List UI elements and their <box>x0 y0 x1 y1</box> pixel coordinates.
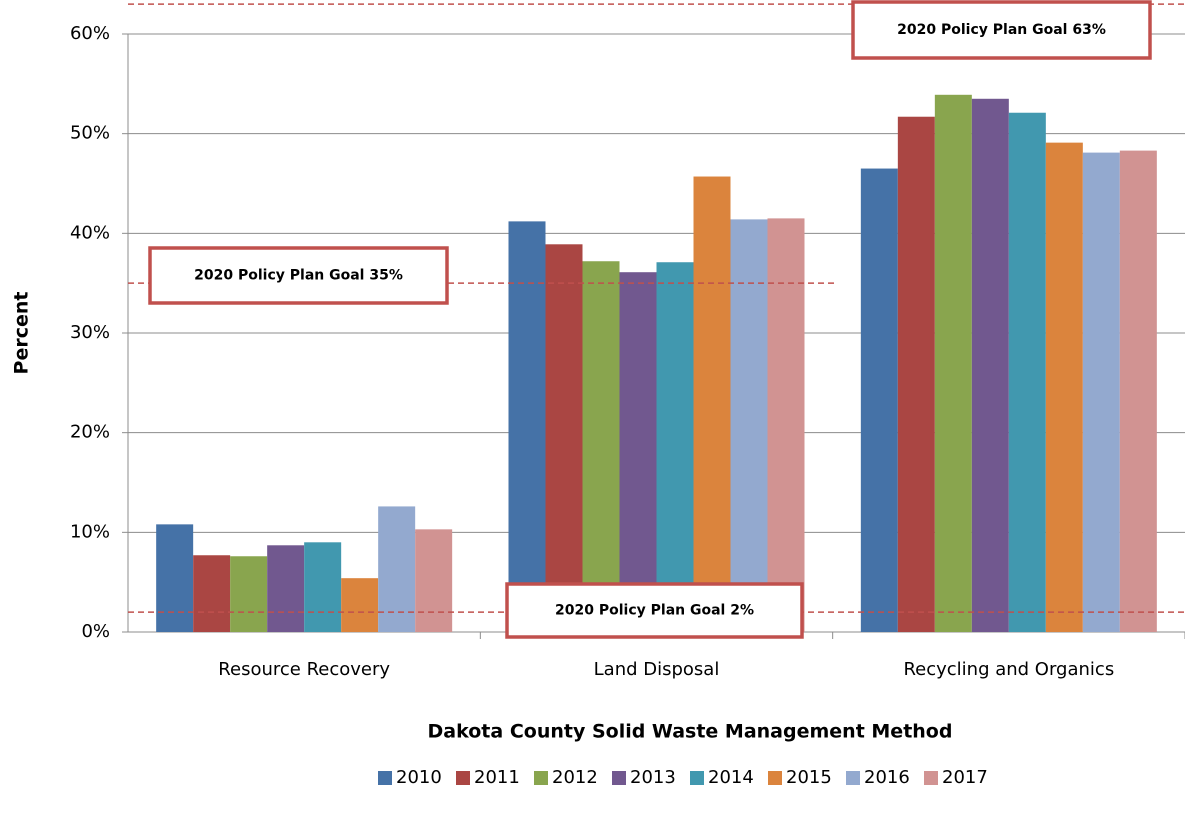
legend-label: 2015 <box>786 767 832 788</box>
x-tick-label: Land Disposal <box>594 659 720 680</box>
bar <box>1082 152 1120 632</box>
goal-box <box>505 582 804 639</box>
bar <box>193 555 231 632</box>
bar <box>230 556 268 632</box>
bar <box>545 244 583 632</box>
bar <box>304 542 342 632</box>
legend-label: 2017 <box>942 767 988 788</box>
bar <box>508 221 546 632</box>
bar <box>267 545 305 632</box>
legend-label: 2016 <box>864 767 910 788</box>
legend-label: 2010 <box>396 767 442 788</box>
bar <box>971 98 1009 633</box>
y-tick-label: 10% <box>70 521 110 542</box>
y-tick-label: 40% <box>70 222 110 243</box>
y-axis-title: Percent <box>11 292 33 375</box>
bar <box>378 506 416 632</box>
bar <box>860 168 898 633</box>
legend-label: 2013 <box>630 767 676 788</box>
bar <box>619 272 657 632</box>
bar <box>897 116 935 633</box>
legend-swatch <box>690 771 704 785</box>
bar <box>693 176 731 633</box>
bar <box>1008 112 1046 632</box>
x-tick-label: Recycling and Organics <box>903 659 1114 680</box>
x-tick-label: Resource Recovery <box>218 659 390 680</box>
legend-label: 2011 <box>474 767 520 788</box>
bar <box>1119 150 1157 633</box>
legend-swatch <box>768 771 782 785</box>
goal-label: 2020 Policy Plan Goal 63% <box>897 22 1106 38</box>
bar <box>767 218 805 632</box>
legend-swatch <box>924 771 938 785</box>
legend-swatch <box>378 771 392 785</box>
legend-swatch <box>534 771 548 785</box>
goal-box <box>851 0 1152 60</box>
legend-label: 2012 <box>552 767 598 788</box>
goal-label: 2020 Policy Plan Goal 2% <box>555 603 754 619</box>
y-tick-label: 30% <box>70 322 110 343</box>
bar <box>341 578 379 632</box>
y-tick-label: 50% <box>70 123 110 144</box>
legend-swatch <box>612 771 626 785</box>
y-tick-label: 20% <box>70 422 110 443</box>
legend-swatch <box>846 771 860 785</box>
x-axis-title: Dakota County Solid Waste Management Met… <box>428 721 953 743</box>
bar <box>156 524 194 632</box>
goal-label: 2020 Policy Plan Goal 35% <box>194 268 403 284</box>
bar <box>656 262 694 632</box>
legend-swatch <box>456 771 470 785</box>
goal-box <box>148 246 449 305</box>
bar <box>582 261 620 632</box>
bar <box>415 529 453 632</box>
bar <box>1045 142 1083 633</box>
bar <box>934 94 972 632</box>
y-tick-label: 0% <box>81 621 110 642</box>
y-tick-label: 60% <box>70 23 110 44</box>
legend-label: 2014 <box>708 767 754 788</box>
bar <box>730 219 768 632</box>
